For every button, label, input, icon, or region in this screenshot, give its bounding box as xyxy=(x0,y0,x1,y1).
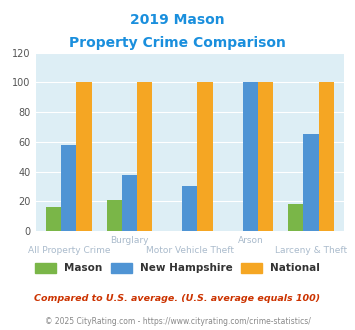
Bar xyxy=(106,200,122,231)
Bar xyxy=(197,82,213,231)
Legend: Mason, New Hampshire, National: Mason, New Hampshire, National xyxy=(35,263,320,274)
Bar xyxy=(182,186,197,231)
Text: Motor Vehicle Theft: Motor Vehicle Theft xyxy=(146,246,234,255)
Bar xyxy=(319,82,334,231)
Text: Larceny & Theft: Larceny & Theft xyxy=(275,246,347,255)
Bar xyxy=(243,82,258,231)
Text: Burglary: Burglary xyxy=(110,236,149,245)
Text: © 2025 CityRating.com - https://www.cityrating.com/crime-statistics/: © 2025 CityRating.com - https://www.city… xyxy=(45,317,310,326)
Bar xyxy=(137,82,152,231)
Bar xyxy=(61,145,76,231)
Text: Arson: Arson xyxy=(237,236,263,245)
Bar xyxy=(46,207,61,231)
Bar xyxy=(76,82,92,231)
Text: Property Crime Comparison: Property Crime Comparison xyxy=(69,36,286,50)
Bar xyxy=(304,134,319,231)
Bar xyxy=(288,204,304,231)
Text: 2019 Mason: 2019 Mason xyxy=(130,13,225,27)
Bar xyxy=(258,82,273,231)
Text: Compared to U.S. average. (U.S. average equals 100): Compared to U.S. average. (U.S. average … xyxy=(34,294,321,303)
Bar xyxy=(122,175,137,231)
Text: All Property Crime: All Property Crime xyxy=(28,246,110,255)
